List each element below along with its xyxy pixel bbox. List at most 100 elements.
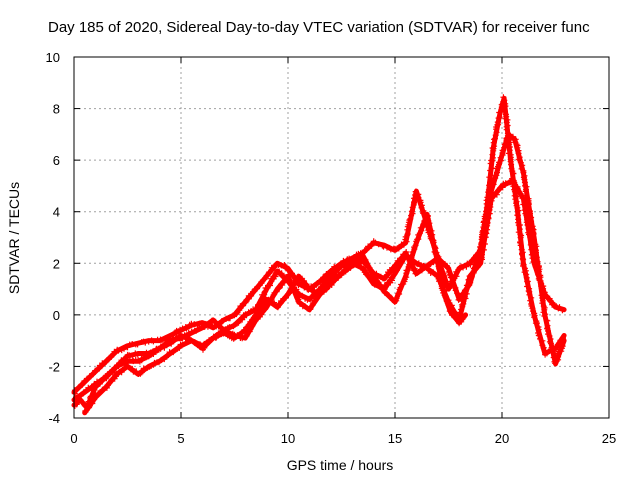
data-point-marker	[380, 243, 387, 250]
data-point-marker	[372, 239, 379, 246]
data-point-marker	[161, 336, 168, 343]
data-point-marker	[134, 341, 141, 348]
data-point-marker	[478, 241, 485, 248]
data-point-marker	[529, 305, 536, 312]
data-point-marker	[541, 313, 548, 319]
data-point-marker	[161, 344, 168, 351]
data-point-marker	[112, 371, 119, 378]
data-point-marker	[467, 261, 474, 268]
data-point-marker	[447, 274, 454, 281]
data-point-marker	[346, 255, 353, 262]
data-point-marker	[525, 203, 532, 210]
data-point-marker	[86, 402, 93, 409]
data-point-marker	[235, 319, 242, 326]
data-point-marker	[503, 126, 510, 133]
data-point-marker	[403, 249, 410, 255]
data-point-marker	[261, 276, 268, 283]
data-point-marker	[448, 309, 455, 315]
data-point-marker	[539, 288, 546, 295]
data-point-marker	[272, 273, 279, 280]
data-point-marker	[363, 246, 370, 253]
data-point-marker	[553, 358, 560, 365]
data-point-marker	[108, 376, 115, 383]
data-point-marker	[129, 365, 136, 372]
data-point-marker	[246, 321, 253, 328]
data-point-marker	[519, 251, 525, 258]
data-point-marker	[90, 371, 96, 378]
data-point-marker	[150, 338, 157, 345]
x-tick-label: 25	[602, 431, 616, 446]
data-point-marker	[534, 320, 540, 327]
data-point-marker	[458, 306, 465, 313]
y-tick-label: 0	[53, 308, 60, 323]
data-point-marker	[446, 308, 453, 315]
data-point-marker	[183, 325, 190, 332]
data-point-marker	[408, 208, 415, 215]
data-point-marker	[418, 204, 425, 211]
data-point-marker	[411, 195, 417, 202]
data-point-marker	[495, 115, 502, 122]
data-point-marker	[165, 352, 172, 359]
data-point-marker	[418, 267, 425, 274]
data-point-marker	[236, 307, 243, 314]
data-point-marker	[457, 309, 463, 316]
data-point-marker	[299, 292, 306, 299]
chart-title: Day 185 of 2020, Sidereal Day-to-day VTE…	[48, 19, 590, 36]
data-point-marker	[252, 312, 259, 319]
data-point-marker	[276, 285, 283, 292]
data-point-marker	[212, 332, 219, 339]
data-point-marker	[523, 192, 530, 199]
data-point-marker	[538, 292, 545, 299]
data-point-marker	[388, 274, 395, 281]
series-track-4	[82, 131, 567, 416]
data-point-marker	[185, 329, 192, 336]
data-point-marker	[71, 387, 78, 394]
data-point-marker	[432, 245, 439, 252]
data-point-marker	[91, 396, 98, 403]
data-point-marker	[500, 94, 507, 101]
data-point-marker	[470, 265, 477, 272]
data-point-marker	[138, 369, 145, 376]
data-point-marker	[263, 303, 270, 310]
data-point-marker	[242, 311, 249, 318]
data-point-marker	[528, 218, 535, 225]
data-point-marker	[209, 318, 216, 324]
data-point-marker	[485, 204, 492, 211]
data-point-marker	[308, 295, 314, 302]
data-point-marker	[380, 275, 387, 282]
data-point-marker	[540, 344, 547, 351]
data-point-marker	[546, 333, 553, 339]
data-point-marker	[307, 305, 314, 312]
data-point-marker	[531, 314, 538, 321]
data-point-marker	[239, 335, 246, 342]
data-point-marker	[536, 332, 543, 339]
data-point-marker	[501, 141, 508, 148]
data-point-marker	[492, 135, 498, 142]
data-point-marker	[428, 233, 435, 240]
data-point-marker	[110, 368, 117, 375]
data-point-marker	[158, 356, 165, 363]
x-tick-label: 10	[281, 431, 295, 446]
data-point-marker	[184, 339, 190, 346]
data-point-marker	[99, 360, 106, 367]
data-point-marker	[235, 332, 242, 339]
data-point-marker	[516, 226, 523, 233]
data-point-marker	[283, 294, 289, 301]
data-point-marker	[559, 307, 566, 314]
data-point-marker	[310, 287, 316, 294]
data-point-marker	[122, 364, 128, 371]
data-point-marker	[519, 162, 526, 169]
data-point-marker	[527, 297, 534, 304]
data-point-marker	[179, 334, 186, 341]
data-point-marker	[368, 267, 374, 274]
data-point-marker	[463, 263, 470, 270]
data-point-marker	[244, 331, 250, 338]
data-point-marker	[489, 151, 496, 158]
data-point-marker	[547, 340, 554, 347]
data-point-marker	[104, 373, 111, 380]
data-point-marker	[137, 370, 144, 377]
series-line	[71, 95, 567, 395]
data-point-marker	[201, 344, 208, 351]
data-point-marker	[488, 185, 495, 192]
data-point-marker	[80, 390, 87, 397]
